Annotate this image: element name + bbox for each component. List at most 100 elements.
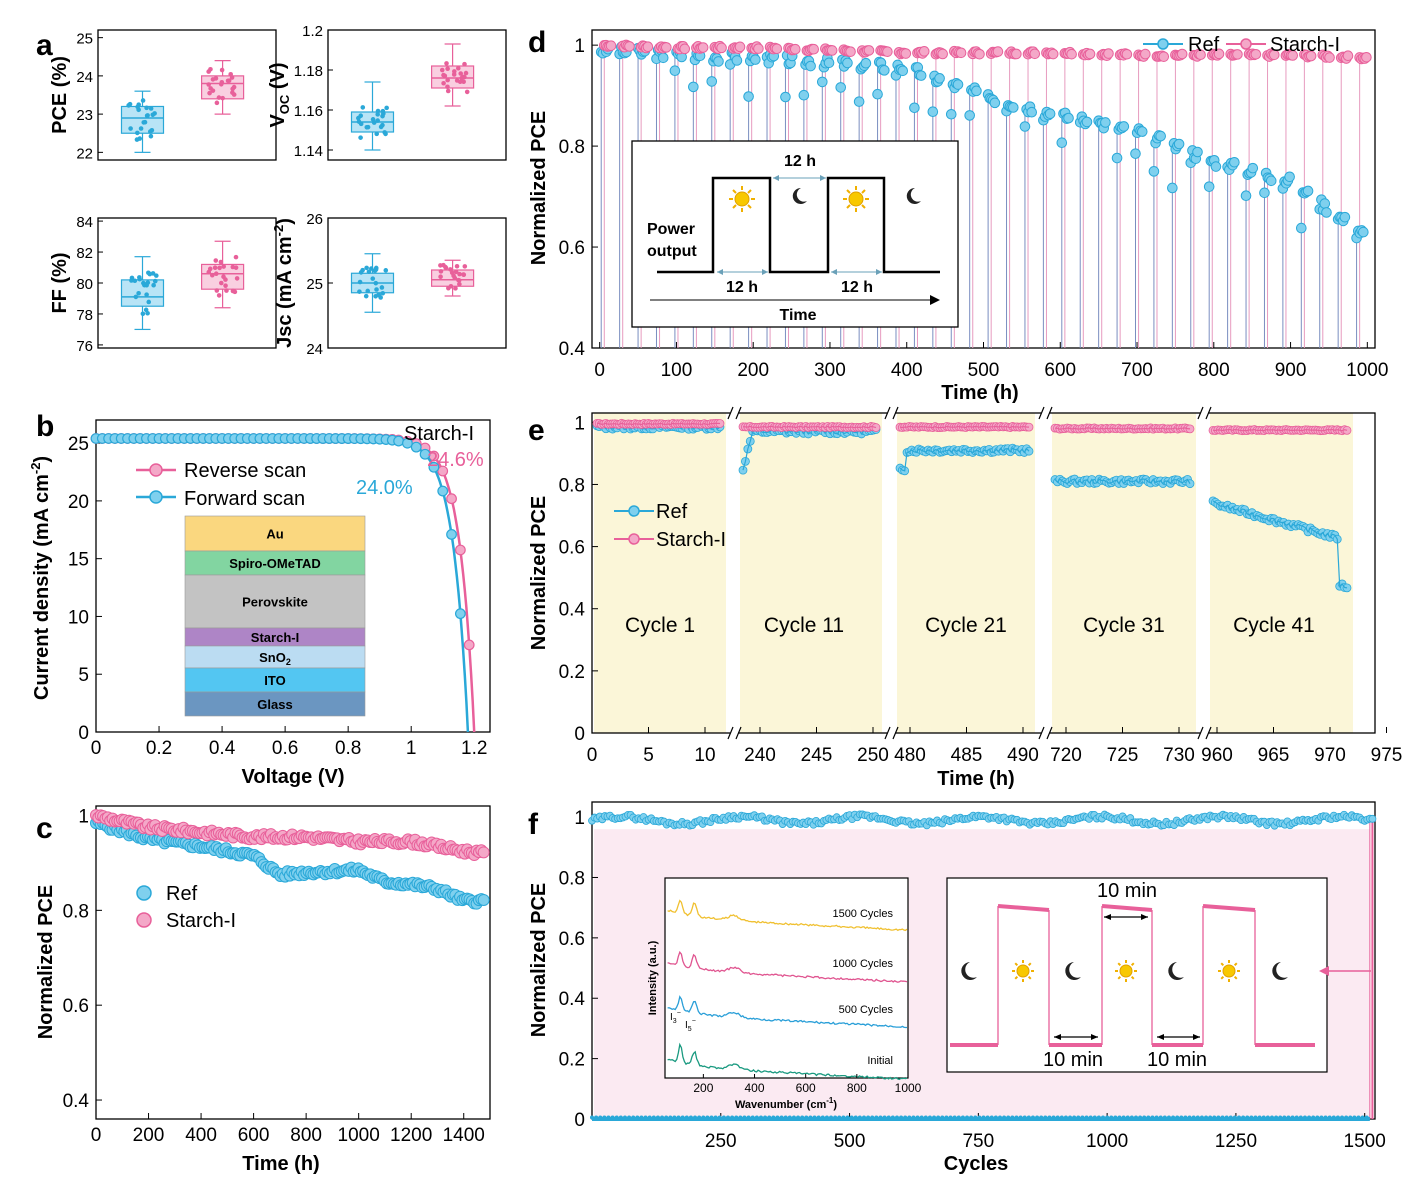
dark-state-point	[861, 1115, 866, 1120]
dark-state-point	[598, 1115, 603, 1120]
cycling-point	[1100, 117, 1111, 128]
dark-state-point	[1022, 1115, 1027, 1120]
xtick-label: 600	[238, 1125, 270, 1146]
dark-state-point	[837, 1115, 842, 1120]
period-arrowhead	[762, 269, 768, 275]
dark-state-point	[701, 1115, 706, 1120]
cycling-point	[1284, 171, 1295, 183]
dark-state-point	[631, 1115, 636, 1120]
data-point	[136, 291, 141, 296]
xtick-label: 720	[1050, 745, 1082, 766]
data-point	[206, 82, 211, 87]
data-point	[448, 267, 453, 272]
raman-trace-label: 1000 Cycles	[832, 958, 893, 970]
dark-state-point	[746, 1115, 751, 1120]
dark-state-point	[705, 1115, 710, 1120]
ytick-label: 22	[76, 145, 93, 162]
ytick-label: 1	[78, 806, 89, 827]
jv-point	[454, 608, 466, 620]
data-point	[375, 112, 380, 117]
xtick-label: 960	[1201, 745, 1233, 766]
cycling-point	[1118, 121, 1130, 132]
raman-xticks: 200 400 600 800 1000	[693, 1074, 922, 1095]
dark-state-point	[824, 1115, 829, 1120]
cycling-point	[661, 42, 672, 53]
axis-break-mark	[1205, 406, 1212, 420]
pce-plot-frame	[97, 29, 277, 161]
period-bottom-2: 12 h	[841, 279, 873, 296]
box	[120, 279, 165, 307]
cycling-point	[845, 46, 856, 57]
period-arrowhead	[1104, 914, 1111, 920]
data-point	[464, 89, 470, 95]
light-state-point	[1368, 814, 1377, 823]
cycle-label: Cycle 31	[1083, 614, 1165, 637]
dark-state-point	[1117, 1115, 1122, 1120]
dark-state-point	[1039, 1115, 1044, 1120]
period-bottom-1: 12 h	[726, 279, 758, 296]
dark-state-point	[874, 1115, 879, 1120]
dark-state-point	[1274, 1115, 1279, 1120]
cycle-legend: Ref Starch-I	[614, 501, 726, 551]
dark-state-point	[1010, 1115, 1015, 1120]
data-point	[209, 272, 215, 278]
dark-state-point	[590, 1115, 594, 1120]
dark-state-point	[808, 1115, 813, 1120]
dark-state-point	[804, 1115, 809, 1120]
cycle-labels: Cycle 1 Cycle 11 Cycle 21 Cycle 31 Cycle 41	[625, 614, 1315, 637]
raman-traces	[667, 899, 908, 1081]
data-point	[438, 263, 443, 268]
legend-starch-marker	[1240, 38, 1252, 50]
data-point	[371, 120, 377, 125]
cycle-background	[594, 413, 726, 733]
sun-ray	[1130, 975, 1135, 980]
data-point	[380, 290, 386, 296]
dark-state-point	[940, 1115, 945, 1120]
data-point	[453, 286, 458, 291]
data-point	[145, 113, 150, 118]
cycling-point	[1167, 182, 1178, 194]
data-point	[136, 102, 142, 107]
data-point	[133, 294, 139, 300]
dark-state-point	[870, 1115, 875, 1120]
data-point	[461, 79, 466, 85]
dark-state-point	[1360, 1115, 1365, 1120]
dark-state-point	[800, 1115, 805, 1120]
axis-break-mark	[735, 406, 742, 420]
cycle-ylabel: Normalized PCE	[528, 496, 550, 650]
dark-state-point	[944, 1115, 949, 1120]
axis-break-mark	[884, 406, 891, 420]
data-point	[223, 277, 228, 282]
data-point	[357, 289, 362, 294]
cycling-point	[992, 46, 1004, 57]
data-point	[373, 280, 379, 286]
dark-state-point	[812, 1115, 817, 1120]
data-point	[150, 112, 156, 118]
ytick-label: 25	[76, 31, 93, 48]
cycling-point	[1044, 108, 1056, 120]
box	[431, 65, 475, 89]
cycling-point	[816, 76, 828, 88]
data-point	[379, 285, 385, 290]
dark-state-point	[911, 1115, 916, 1120]
ff-yticks: 76 78 80 82 84	[76, 214, 103, 355]
time-arrowhead	[930, 295, 940, 305]
cycling-point	[1287, 50, 1299, 61]
xtick-label: 0.2	[146, 738, 172, 759]
switching-waveform	[950, 904, 1315, 1047]
xtick-label: 500	[834, 1131, 866, 1152]
dark-state-point	[1109, 1115, 1114, 1120]
layer-ito	[184, 667, 366, 693]
sun-disc	[1222, 964, 1236, 978]
dark-state-point	[1129, 1115, 1134, 1120]
xtick-label: 5	[643, 745, 654, 766]
dark-state-point	[1340, 1115, 1345, 1120]
data-point	[369, 266, 374, 271]
cycling-point	[1342, 50, 1354, 62]
cycling-point	[900, 48, 912, 59]
dark-state-point	[1096, 1115, 1101, 1120]
ytick-label: 0.4	[559, 989, 586, 1010]
dark-state-point	[721, 1115, 726, 1120]
ytick-label: 25	[68, 434, 89, 455]
ytick-label: 0	[574, 724, 585, 745]
